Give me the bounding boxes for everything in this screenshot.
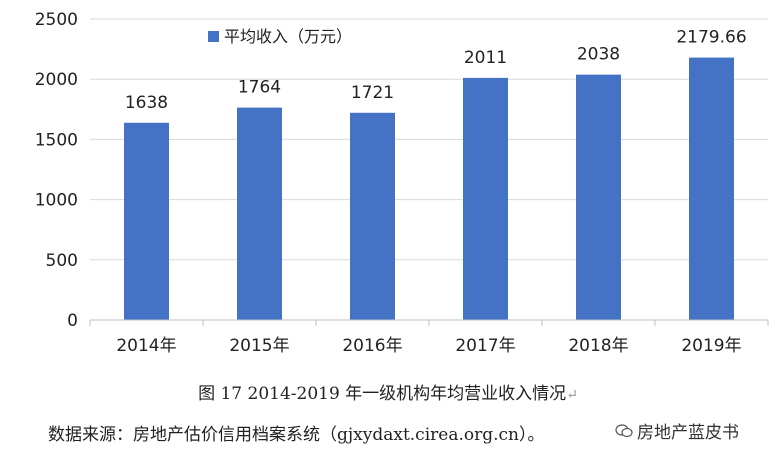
watermark: 房地产蓝皮书 (615, 418, 739, 443)
bar-series (124, 57, 734, 321)
bar-data-label: 1638 (125, 93, 168, 113)
bar-data-label: 2011 (464, 48, 507, 68)
y-tick-label: 1500 (35, 130, 78, 150)
data-source: 数据来源：房地产估价信用档案系统（gjxydaxt.cirea.org.cn）。 (48, 425, 545, 445)
bar-chart: 0 500 1000 1500 2000 2500 2014年 2015年 2016年 2017年… (35, 10, 769, 356)
y-tick-label: 0 (67, 311, 78, 331)
wechat-icon (615, 423, 633, 437)
y-tick-label: 500 (46, 251, 78, 271)
data-labels: 1638 1764 1721 2011 2038 2179.66 (125, 28, 747, 113)
watermark-text: 房地产蓝皮书 (637, 423, 739, 443)
axes: 0 500 1000 1500 2000 2500 2014年 2015年 2016年 2017年… (35, 10, 769, 356)
x-tick-label: 2018年 (568, 336, 628, 356)
y-tick-label: 1000 (35, 191, 78, 211)
bar-data-label: 1764 (238, 78, 281, 98)
x-tick-label: 2016年 (342, 336, 402, 356)
x-tick-label: 2015年 (229, 336, 289, 356)
bar (576, 74, 621, 320)
legend-label: 平均收入（万元） (224, 27, 352, 46)
bar-data-label: 2179.66 (676, 28, 746, 48)
bar (463, 77, 508, 320)
x-tick-label: 2014年 (116, 336, 176, 356)
bar (237, 107, 282, 320)
x-tick-label: 2017年 (455, 336, 515, 356)
x-tick-label: 2019年 (681, 336, 741, 356)
legend-swatch (208, 31, 219, 42)
y-tick-label: 2500 (35, 10, 78, 30)
bar (124, 122, 169, 321)
return-mark: ↵ (566, 387, 578, 403)
bar-data-label: 2038 (577, 45, 620, 65)
bar (350, 112, 395, 321)
figure-caption: 图 17 2014-2019 年一级机构年均营业收入情况↵ (0, 379, 776, 404)
figure-title: 图 17 2014-2019 年一级机构年均营业收入情况 (198, 384, 567, 404)
bar-data-label: 1721 (351, 83, 394, 103)
legend: 平均收入（万元） (208, 27, 352, 46)
y-tick-label: 2000 (35, 70, 78, 90)
gridlines (90, 18, 768, 261)
bar (689, 57, 734, 320)
